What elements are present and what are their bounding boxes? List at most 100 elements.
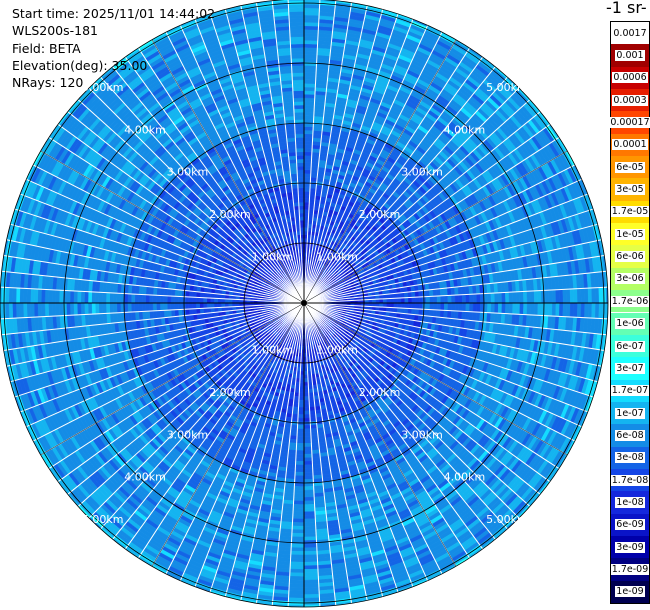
- range-gate-cell: [548, 302, 553, 317]
- range-gate-cell: [303, 194, 310, 199]
- range-gate-cell: [418, 296, 424, 304]
- range-gate-cell: [512, 291, 517, 304]
- range-gate-cell: [526, 302, 532, 316]
- range-gate-cell: [414, 290, 420, 298]
- range-gate-cell: [303, 3, 320, 9]
- range-gate-cell: [303, 169, 312, 174]
- range-gate-cell: [386, 302, 391, 308]
- range-gate-cell: [303, 133, 314, 138]
- range-gate-cell: [487, 292, 492, 304]
- range-gate-cell: [569, 288, 575, 304]
- range-gate-cell: [397, 297, 402, 304]
- range-gate-cell: [508, 302, 514, 315]
- range-gate-cell: [309, 187, 317, 193]
- range-gate-cell: [530, 302, 535, 316]
- range-gate-cell: [569, 302, 575, 318]
- range-gate-cell: [386, 298, 391, 304]
- range-gate-cell: [533, 302, 539, 316]
- range-gate-cell: [303, 104, 315, 110]
- range-gate-cell: [541, 302, 546, 316]
- range-gate-cell: [303, 18, 320, 23]
- range-gate-cell: [551, 289, 557, 304]
- range-gate-cell: [303, 54, 318, 59]
- range-gate-cell: [555, 302, 560, 317]
- range-gate-cell: [303, 32, 319, 38]
- range-gate-cell: [404, 297, 409, 304]
- range-gate-cell: [303, 129, 314, 135]
- range-gate-cell: [594, 287, 600, 304]
- range-gate-cell: [433, 295, 438, 304]
- range-gate-cell: [414, 308, 420, 316]
- range-gate-cell: [390, 298, 395, 304]
- range-gate-cell: [303, 219, 309, 225]
- range-gate-cell: [458, 294, 463, 304]
- range-gate-cell: [487, 302, 492, 314]
- range-gate-cell: [501, 292, 506, 304]
- range-gate-cell: [303, 39, 319, 45]
- range-gate-cell: [436, 295, 442, 304]
- range-gate-cell: [505, 292, 510, 304]
- range-gate-cell: [519, 302, 524, 315]
- range-gate-cell: [440, 295, 445, 304]
- range-gate-cell: [382, 302, 388, 308]
- range-gate-cell: [461, 302, 467, 312]
- range-gate-cell: [541, 290, 546, 304]
- range-gate-cell: [400, 302, 406, 309]
- range-gate-cell: [476, 302, 481, 313]
- range-gate-cell: [418, 302, 424, 310]
- range-gate-cell: [494, 302, 499, 314]
- range-gate-cell: [587, 302, 593, 319]
- range-gate-cell: [436, 302, 442, 311]
- range-gate-cell: [303, 173, 312, 178]
- range-gate-cell: [393, 302, 398, 309]
- range-gate-cell: [490, 302, 496, 314]
- range-gate-cell: [458, 302, 463, 312]
- range-gate-cell: [303, 212, 309, 217]
- range-gate-cell: [303, 61, 317, 66]
- range-gate-cell: [497, 302, 503, 314]
- range-gate-cell: [303, 183, 311, 189]
- range-gate-cell: [537, 302, 542, 316]
- range-gate-cell: [447, 302, 452, 311]
- range-gate-cell: [591, 287, 596, 304]
- range-gate-cell: [382, 298, 388, 304]
- range-gate-cell: [422, 296, 427, 304]
- range-gate-cell: [537, 290, 542, 304]
- range-gate-cell: [379, 302, 384, 308]
- range-gate-cell: [429, 295, 434, 304]
- range-gate-cell: [390, 302, 395, 308]
- range-gate-cell: [397, 302, 402, 309]
- range-gate-cell: [303, 144, 313, 149]
- range-gate-cell: [303, 101, 315, 106]
- range-gate-cell: [303, 216, 309, 221]
- range-gate-cell: [303, 65, 317, 70]
- range-gate-cell: [451, 302, 456, 312]
- range-gate-cell: [303, 11, 320, 16]
- range-gate-cell: [425, 302, 431, 310]
- range-gate-cell: [429, 302, 434, 311]
- range-gate-cell: [303, 108, 315, 113]
- range-gate-cell: [451, 294, 456, 304]
- range-gate-cell: [465, 302, 470, 312]
- range-gate-cell: [501, 302, 506, 314]
- range-gate-cell: [472, 293, 478, 304]
- range-gate-cell: [303, 223, 309, 228]
- range-gate-cell: [303, 47, 318, 52]
- range-gate-cell: [303, 198, 310, 203]
- range-gate-cell: [303, 43, 318, 49]
- range-gate-cell: [303, 147, 313, 153]
- range-gate-cell: [411, 291, 416, 298]
- range-gate-cell: [530, 290, 535, 304]
- range-gate-cell: [508, 291, 514, 304]
- range-gate-cell: [303, 29, 319, 34]
- range-gate-cell: [393, 297, 398, 304]
- range-gate-cell: [469, 293, 474, 304]
- range-gate-cell: [544, 289, 550, 304]
- range-gate-cell: [497, 292, 503, 304]
- range-gate-cell: [303, 140, 313, 146]
- range-gate-cell: [379, 298, 384, 304]
- range-gate-cell: [411, 296, 416, 304]
- range-gate-cell: [303, 90, 316, 95]
- range-gate-cell: [573, 288, 578, 304]
- range-gate-cell: [303, 187, 311, 192]
